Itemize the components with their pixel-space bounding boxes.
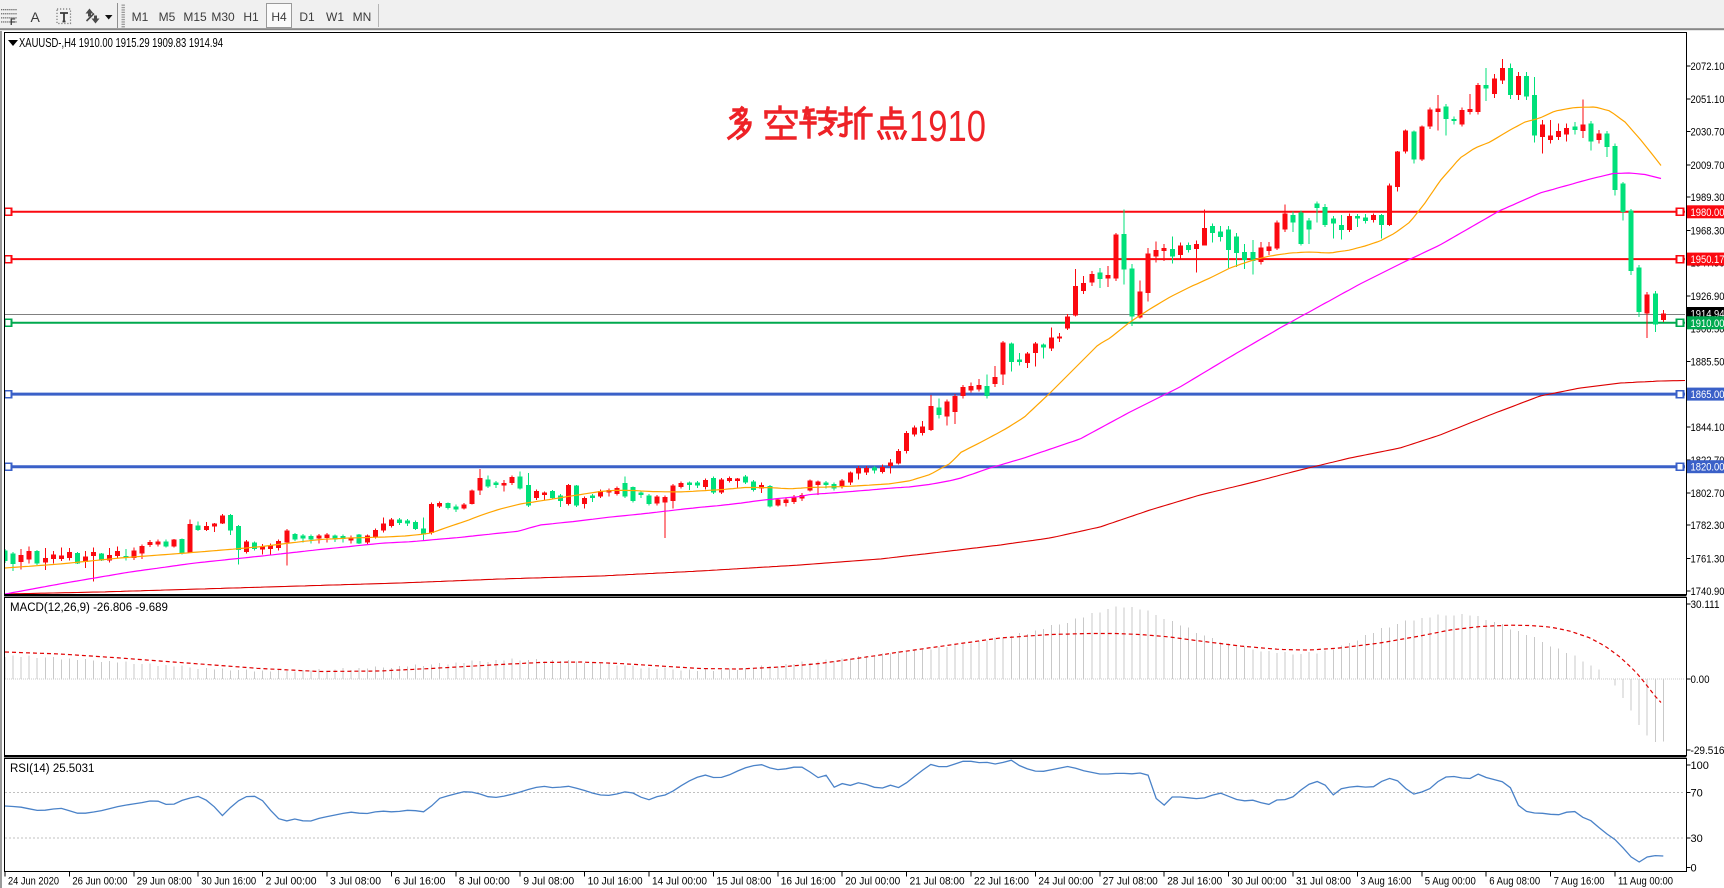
svg-text:1761.30: 1761.30 [1691,554,1724,566]
svg-text:24 Jul 00:00: 24 Jul 00:00 [1038,876,1093,888]
svg-text:0: 0 [1691,863,1697,875]
svg-text:20 Jul 00:00: 20 Jul 00:00 [845,876,900,888]
svg-text:M30: M30 [211,10,235,24]
svg-text:M15: M15 [183,10,207,24]
svg-text:2030.70: 2030.70 [1691,127,1724,139]
svg-text:XAUUSD-,H4 1910.00 1915.29 19: XAUUSD-,H4 1910.00 1915.29 1909.83 1914.… [19,36,223,50]
svg-text:H1: H1 [243,10,259,24]
svg-text:100: 100 [1691,760,1709,772]
svg-text:9 Jul 08:00: 9 Jul 08:00 [523,876,574,888]
svg-text:W1: W1 [326,10,344,24]
svg-text:28 Jul 16:00: 28 Jul 16:00 [1167,876,1222,888]
svg-text:1865.00: 1865.00 [1691,389,1724,401]
svg-text:RSI(14) 25.5031: RSI(14) 25.5031 [10,763,94,775]
svg-text:2009.70: 2009.70 [1691,160,1724,172]
svg-text:15 Jul 08:00: 15 Jul 08:00 [716,876,771,888]
svg-text:1802.70: 1802.70 [1691,488,1724,500]
svg-text:0.00: 0.00 [1691,674,1710,686]
svg-text:70: 70 [1691,788,1703,800]
svg-text:2051.10: 2051.10 [1691,94,1724,106]
svg-text:1740.90: 1740.90 [1691,586,1724,598]
svg-text:8 Jul 00:00: 8 Jul 00:00 [459,876,510,888]
svg-text:H4: H4 [271,10,287,24]
svg-text:10 Jul 16:00: 10 Jul 16:00 [588,876,643,888]
svg-text:21 Jul 08:00: 21 Jul 08:00 [910,876,965,888]
svg-text:1968.30: 1968.30 [1691,225,1724,237]
svg-text:3 Jul 08:00: 3 Jul 08:00 [330,876,381,888]
svg-text:29 Jun 08:00: 29 Jun 08:00 [137,876,192,888]
svg-text:22 Jul 16:00: 22 Jul 16:00 [974,876,1029,888]
svg-text:30: 30 [1691,833,1703,845]
svg-text:M5: M5 [159,10,176,24]
svg-text:6 Jul 16:00: 6 Jul 16:00 [394,876,445,888]
svg-text:MN: MN [353,10,372,24]
svg-text:1885.50: 1885.50 [1691,357,1724,369]
svg-text:6 Aug 08:00: 6 Aug 08:00 [1489,876,1540,888]
svg-text:3 Aug 16:00: 3 Aug 16:00 [1360,876,1411,888]
svg-text:1820.00: 1820.00 [1691,462,1724,474]
svg-text:1950.17: 1950.17 [1691,254,1724,266]
svg-text:1989.30: 1989.30 [1691,192,1724,204]
svg-text:1980.00: 1980.00 [1691,207,1724,219]
svg-text:14 Jul 00:00: 14 Jul 00:00 [652,876,707,888]
svg-text:1782.30: 1782.30 [1691,520,1724,532]
svg-text:16 Jul 16:00: 16 Jul 16:00 [781,876,836,888]
svg-text:30 Jun 16:00: 30 Jun 16:00 [201,876,256,888]
svg-text:1910: 1910 [909,102,986,151]
svg-text:11 Aug 00:00: 11 Aug 00:00 [1618,876,1673,888]
svg-text:D1: D1 [299,10,315,24]
svg-text:F: F [10,17,16,27]
svg-text:1910.00: 1910.00 [1691,318,1724,330]
svg-text:7 Aug 16:00: 7 Aug 16:00 [1554,876,1605,888]
svg-text:27 Jul 08:00: 27 Jul 08:00 [1103,876,1158,888]
svg-text:2072.10: 2072.10 [1691,61,1724,73]
svg-text:1844.10: 1844.10 [1691,422,1724,434]
svg-text:MACD(12,26,9) -26.806 -9.689: MACD(12,26,9) -26.806 -9.689 [10,602,168,614]
svg-text:1926.90: 1926.90 [1691,291,1724,303]
svg-text:5 Aug 00:00: 5 Aug 00:00 [1425,876,1476,888]
svg-text:2 Jul 00:00: 2 Jul 00:00 [266,876,317,888]
svg-text:-29.516: -29.516 [1691,745,1724,757]
svg-text:30.111: 30.111 [1691,599,1720,611]
svg-text:M1: M1 [132,10,149,24]
svg-text:26 Jun 00:00: 26 Jun 00:00 [72,876,127,888]
svg-text:31 Jul 08:00: 31 Jul 08:00 [1296,876,1351,888]
svg-text:A: A [31,9,41,25]
svg-text:24 Jun 2020: 24 Jun 2020 [8,876,59,888]
svg-text:30 Jul 00:00: 30 Jul 00:00 [1232,876,1287,888]
